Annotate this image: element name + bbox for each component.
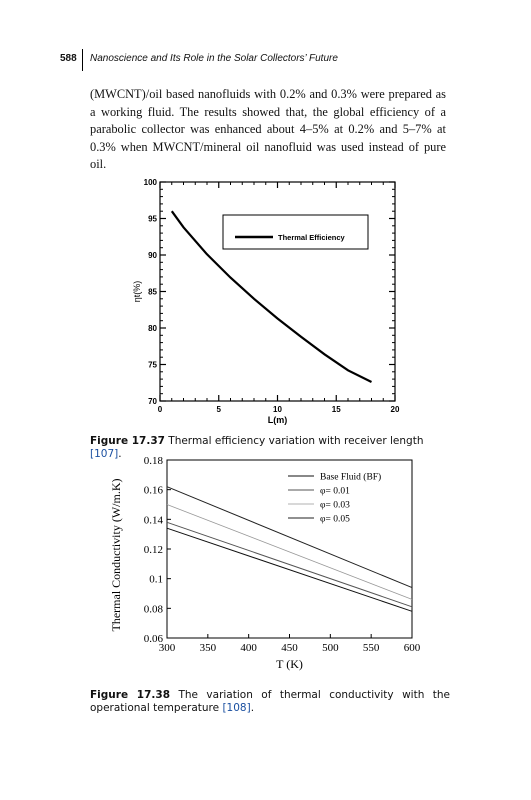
- legend-frame: [222, 214, 369, 250]
- x-axis-label: T (K): [276, 657, 303, 671]
- y-tick-label: 0.12: [144, 544, 163, 556]
- figure-17-38-caption-text: The variation of thermal conductivity wi…: [90, 689, 451, 714]
- plot-frame: [166, 459, 413, 639]
- figure-17-37-caption-end: .: [118, 448, 122, 460]
- figure-17-37-label: Figure 17.37: [90, 435, 165, 447]
- running-title: Nanoscience and Its Role in the Solar Co…: [90, 53, 338, 64]
- header-divider: [82, 49, 83, 71]
- y-tick-label: 80: [148, 324, 157, 333]
- x-tick-label: 600: [404, 642, 421, 654]
- y-tick-label: 95: [148, 215, 157, 224]
- running-header: 588 Nanoscience and Its Role in the Sola…: [48, 49, 488, 71]
- legend-label-0: Base Fluid (BF): [320, 472, 381, 483]
- y-tick-label: 0.1: [149, 574, 163, 586]
- series-line-0: [166, 527, 413, 612]
- x-tick-label: 500: [322, 642, 339, 654]
- legend-label-1: φ= 0.01: [320, 487, 350, 497]
- legend-label-thermal-efficiency: Thermal Efficiency: [278, 233, 346, 242]
- body-paragraph: (MWCNT)/oil based nanofluids with 0.2% a…: [90, 87, 446, 171]
- series-line-thermal-efficiency: [170, 210, 372, 383]
- x-tick-label: 350: [200, 642, 217, 654]
- y-tick-label: 85: [148, 288, 157, 297]
- series-line-2: [166, 504, 413, 600]
- page-number: 588: [60, 53, 77, 64]
- chart-legend: Base Fluid (BF) φ= 0.01 φ= 0.03 φ= 0.05: [288, 472, 381, 525]
- figure-17-38-caption: Figure 17.38 The variation of thermal co…: [90, 689, 450, 715]
- figure-17-38-reference-link[interactable]: [108]: [222, 702, 251, 714]
- thermal-efficiency-chart: 0 5 10 15 20 70 75 80 85 90 95 100 L(m) ηt(%) Thermal …: [132, 178, 400, 425]
- figure-17-37-reference-link[interactable]: [107]: [90, 448, 119, 460]
- x-tick-label: 550: [363, 642, 380, 654]
- figure-17-37-caption-text: Thermal efficiency variation with receiv…: [168, 435, 424, 447]
- series-line-3: [166, 486, 413, 589]
- y-axis-label: ηt(%): [132, 281, 142, 303]
- legend-label-3: φ= 0.05: [320, 515, 350, 525]
- y-tick-label: 0.06: [144, 633, 164, 645]
- x-tick-label: 15: [332, 405, 341, 414]
- figure-17-38-caption-end: .: [250, 702, 255, 714]
- x-tick-label: 5: [217, 405, 222, 414]
- y-tick-label: 75: [148, 361, 157, 370]
- x-tick-label: 10: [273, 405, 282, 414]
- y-tick-label: 0.16: [144, 485, 164, 497]
- x-tick-label: 20: [391, 405, 400, 414]
- y-tick-label: 70: [148, 397, 157, 406]
- x-tick-label: 0: [158, 405, 163, 414]
- x-axis-label: L(m): [268, 415, 288, 425]
- thermal-conductivity-chart: 300 350 400 450 500 550 600 0.06 0.08 0.1 0.12 0.14…: [109, 455, 421, 671]
- y-axis-label: Thermal Conductivity (W/m.K): [109, 479, 123, 632]
- x-tick-label: 450: [281, 642, 298, 654]
- x-tick-label: 300: [159, 642, 176, 654]
- y-tick-label: 0.08: [144, 603, 164, 615]
- legend-label-2: φ= 0.03: [320, 501, 350, 511]
- y-tick-label: 0.14: [144, 514, 164, 526]
- series-line-1: [166, 521, 413, 608]
- figure-17-37-caption: Figure 17.37 Thermal efficiency variatio…: [90, 435, 450, 461]
- figure-17-38-label: Figure 17.38: [90, 689, 171, 701]
- y-tick-label: 100: [144, 178, 158, 187]
- x-tick-label: 400: [240, 642, 257, 654]
- y-tick-label: 0.18: [144, 455, 164, 467]
- chart-legend: Thermal Efficiency: [222, 214, 369, 250]
- y-tick-label: 90: [148, 251, 157, 260]
